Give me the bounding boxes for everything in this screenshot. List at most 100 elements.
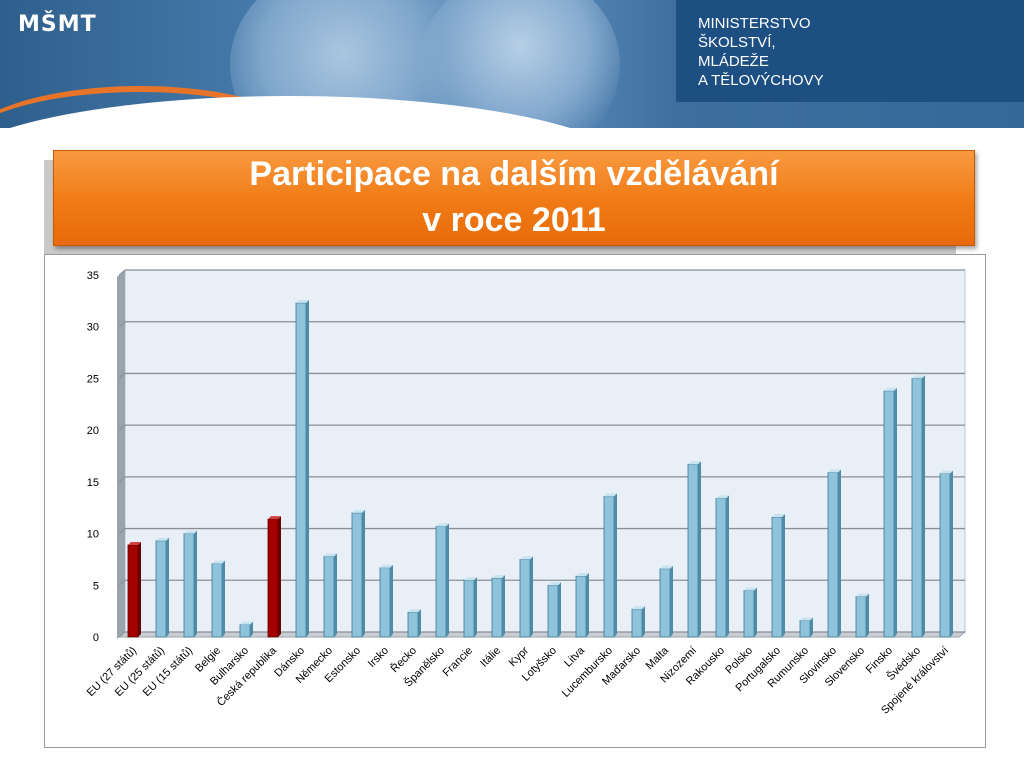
bar — [659, 565, 673, 638]
bar-top — [156, 537, 169, 541]
bar-top — [576, 572, 589, 576]
bar-side — [446, 523, 449, 637]
bar-front — [799, 620, 811, 638]
bar-side — [222, 560, 225, 637]
bar-front — [631, 608, 643, 638]
bar-top — [240, 621, 253, 625]
bar — [603, 493, 617, 638]
bar-front — [267, 518, 279, 638]
bar-side — [530, 556, 533, 637]
bar — [323, 553, 337, 638]
bar-side — [474, 577, 477, 637]
bar-side — [922, 375, 925, 637]
bar — [743, 587, 757, 638]
header-banner: MŠMT MINISTERSTVO ŠKOLSTVÍ, MLÁDEŽE A TĚ… — [0, 0, 1024, 128]
bar-side — [782, 514, 785, 637]
bar — [855, 593, 869, 638]
y-tick-label: 0 — [93, 632, 99, 644]
bar-side — [866, 593, 869, 637]
bar-side — [810, 617, 813, 637]
bar-front — [715, 498, 727, 638]
y-tick-label: 35 — [87, 270, 99, 282]
bar-side — [838, 469, 841, 637]
bar-top — [268, 516, 281, 520]
bar — [435, 523, 449, 638]
bar-top — [604, 493, 617, 497]
bar-side — [306, 299, 309, 637]
bar-top — [632, 606, 645, 610]
chart-frame: 0 5 10 15 20 25 30 35 EU (27 států) EU (25 států)… — [44, 254, 986, 748]
bar — [519, 556, 533, 638]
bar-front — [575, 575, 587, 638]
bar-front — [407, 611, 419, 638]
bar — [911, 375, 925, 638]
bar-front — [239, 624, 251, 638]
gridline-depth — [118, 528, 126, 534]
x-tick-label: Irsko — [366, 645, 391, 670]
bar-side — [586, 572, 589, 637]
bar-front — [687, 463, 699, 638]
bar — [379, 564, 393, 638]
bar-side — [138, 541, 141, 637]
bar — [547, 582, 561, 638]
bar-top — [548, 582, 561, 586]
ministry-line: MLÁDEŽE — [698, 53, 769, 70]
bar — [239, 621, 253, 638]
bar-side — [670, 565, 673, 637]
plot-area — [124, 269, 966, 633]
gridline-depth — [118, 424, 126, 431]
bar-front — [883, 390, 895, 638]
bar-top — [744, 587, 757, 591]
plot-side-wall — [117, 270, 125, 639]
slide-title-line2: v roce 2011 — [422, 201, 606, 239]
bar-front — [183, 533, 195, 638]
ministry-name: MINISTERSTVO ŠKOLSTVÍ, MLÁDEŽE A TĚLOVÝC… — [698, 14, 824, 90]
bar-top — [884, 387, 897, 391]
bar — [155, 537, 169, 638]
bar-top — [184, 530, 197, 534]
gridline-depth — [118, 321, 126, 328]
bar-front — [295, 302, 307, 638]
bar-front — [603, 495, 615, 638]
bar-top — [856, 593, 869, 597]
x-tick-label: Francie — [441, 645, 475, 679]
bar-side — [754, 587, 757, 637]
bar-front — [827, 472, 839, 638]
bar-front — [379, 567, 391, 638]
bar — [351, 509, 365, 638]
bar-front — [855, 596, 867, 638]
bar-front — [519, 559, 531, 638]
bar-side — [642, 606, 645, 637]
bar-front — [547, 584, 559, 638]
bar-top — [772, 514, 785, 518]
bar-top — [128, 541, 141, 545]
y-tick-label: 20 — [87, 425, 99, 437]
ministry-line: A TĚLOVÝCHOVY — [698, 72, 824, 89]
gridline-depth — [118, 579, 126, 586]
logo-text: MŠMT — [18, 12, 97, 37]
y-tick-label: 25 — [87, 373, 99, 385]
y-tick-label: 10 — [87, 529, 99, 541]
x-tick-label: EU (15 států) — [141, 645, 195, 699]
bar-front — [659, 568, 671, 638]
ministry-line: MINISTERSTVO — [698, 15, 811, 32]
bar-top — [800, 617, 813, 621]
bar-front — [155, 540, 167, 638]
bar-top — [660, 565, 673, 569]
bar-front — [771, 516, 783, 638]
bar-side — [166, 537, 169, 637]
bar-top — [688, 461, 701, 465]
bar — [463, 577, 477, 638]
bar-side — [334, 553, 337, 637]
bar-side — [950, 470, 953, 637]
gridline-depth — [118, 476, 126, 483]
bar-front — [211, 563, 223, 638]
bar-top — [324, 553, 337, 557]
bar-front — [491, 577, 503, 638]
bar-top — [436, 523, 449, 527]
bar-side — [362, 509, 365, 637]
bar — [715, 495, 729, 638]
bar — [771, 514, 785, 638]
banner-orange-swoosh — [0, 86, 320, 128]
